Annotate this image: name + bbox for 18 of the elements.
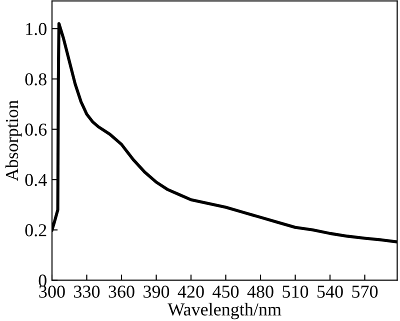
y-axis-title: Absorption (5, 100, 22, 182)
x-tick-label: 540 (318, 286, 343, 298)
y-tick-label: 0.6 (25, 124, 47, 136)
y-tick-label: 0.2 (25, 224, 46, 236)
x-tick-label: 390 (144, 286, 170, 298)
y-tick-label: 1.0 (26, 22, 46, 36)
x-tick-label: 450 (212, 286, 239, 298)
y-tick-label: 0 (38, 274, 46, 287)
x-tick-label: 570 (352, 286, 378, 298)
x-axis-title: Wavelength/nm (168, 302, 282, 320)
y-tick-label: 0.4 (25, 174, 47, 186)
x-tick-label: 360 (108, 286, 134, 298)
x-tick-label: 480 (247, 286, 274, 298)
x-tick-label: 420 (178, 286, 204, 298)
x-tick-label: 330 (74, 286, 100, 298)
x-tick-label: 300 (39, 286, 65, 298)
y-tick-label: 0.8 (25, 73, 46, 86)
x-tick-label: 510 (282, 286, 308, 298)
